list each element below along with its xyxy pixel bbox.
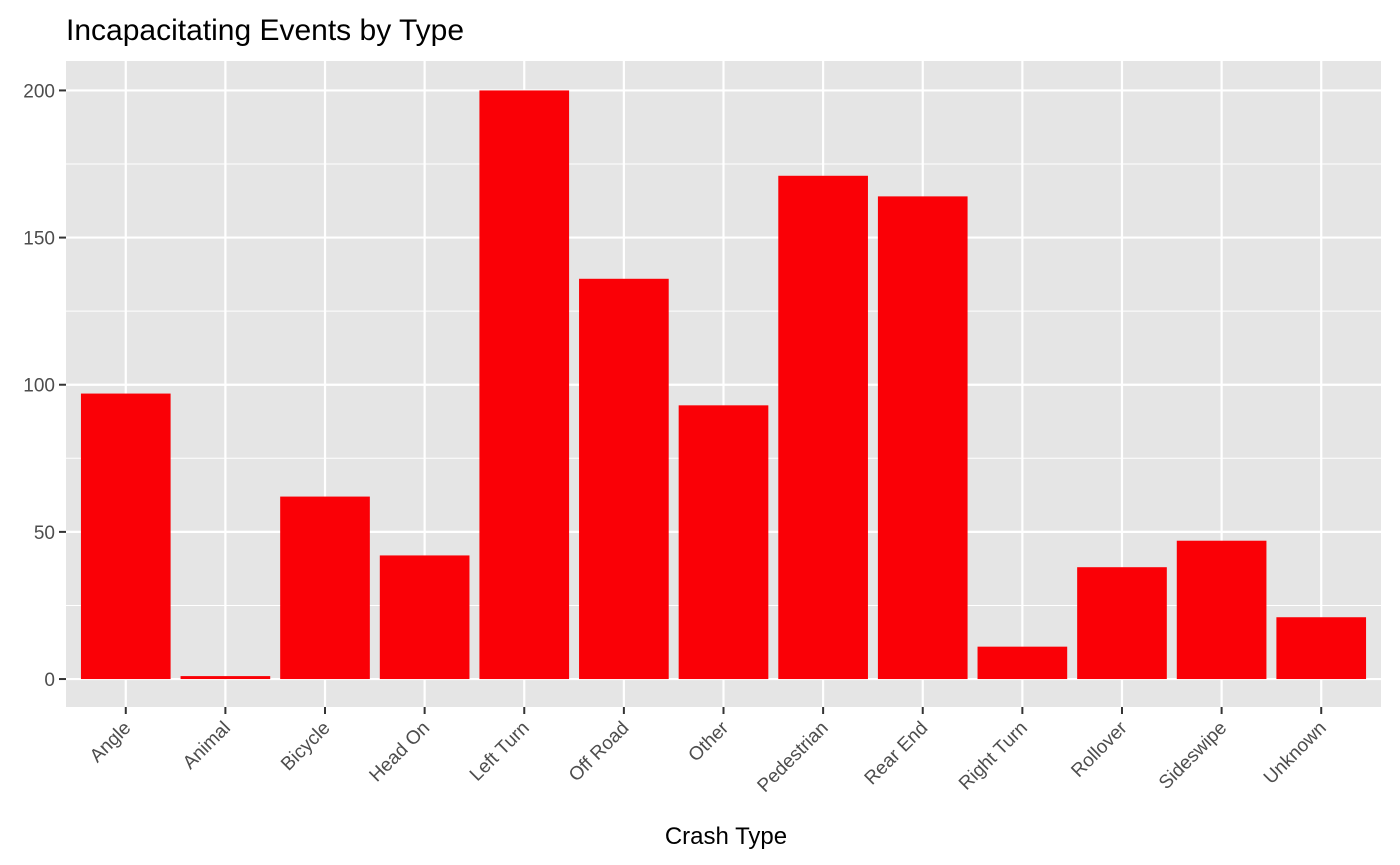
y-tick-label: 150 — [23, 229, 55, 250]
y-axis: 0 50 100 150 200 — [23, 81, 66, 691]
bars — [80, 90, 1367, 680]
x-tick-label: Unknown — [1260, 718, 1331, 789]
y-tick-label: 100 — [23, 376, 55, 397]
x-tick-label: Other — [685, 717, 734, 766]
bar — [877, 196, 968, 680]
bar — [379, 555, 470, 680]
x-tick-label: Pedestrian — [754, 718, 833, 797]
bar — [1276, 617, 1367, 680]
x-axis: Angle Animal Bicycle Head On Left Turn Off Ro… — [86, 707, 1331, 797]
bar — [778, 175, 868, 680]
y-tick-label: 50 — [34, 523, 55, 544]
x-tick-label: Rollover — [1067, 717, 1132, 782]
bar — [80, 393, 171, 680]
chart-title: Incapacitating Events by Type — [66, 14, 464, 47]
x-tick-label: Sideswipe — [1155, 718, 1231, 794]
y-tick-label: 200 — [23, 81, 55, 102]
bar — [479, 90, 570, 680]
x-tick-label: Off Road — [565, 718, 633, 786]
x-tick-label: Rear End — [861, 718, 933, 790]
bar — [579, 278, 669, 680]
x-tick-label: Head On — [366, 718, 435, 787]
x-tick-label: Angle — [86, 718, 135, 767]
x-tick-label: Bicycle — [277, 718, 334, 775]
x-axis-title: Crash Type — [665, 823, 787, 850]
x-tick-label: Left Turn — [466, 718, 534, 786]
y-tick-label: 0 — [44, 670, 55, 691]
x-tick-label: Right Turn — [955, 718, 1032, 795]
bar — [1077, 567, 1167, 680]
bar — [180, 676, 271, 680]
bar — [678, 405, 769, 680]
x-tick-label: Animal — [179, 718, 235, 774]
bar — [280, 496, 370, 680]
bar — [1176, 540, 1267, 680]
bar — [977, 646, 1068, 680]
